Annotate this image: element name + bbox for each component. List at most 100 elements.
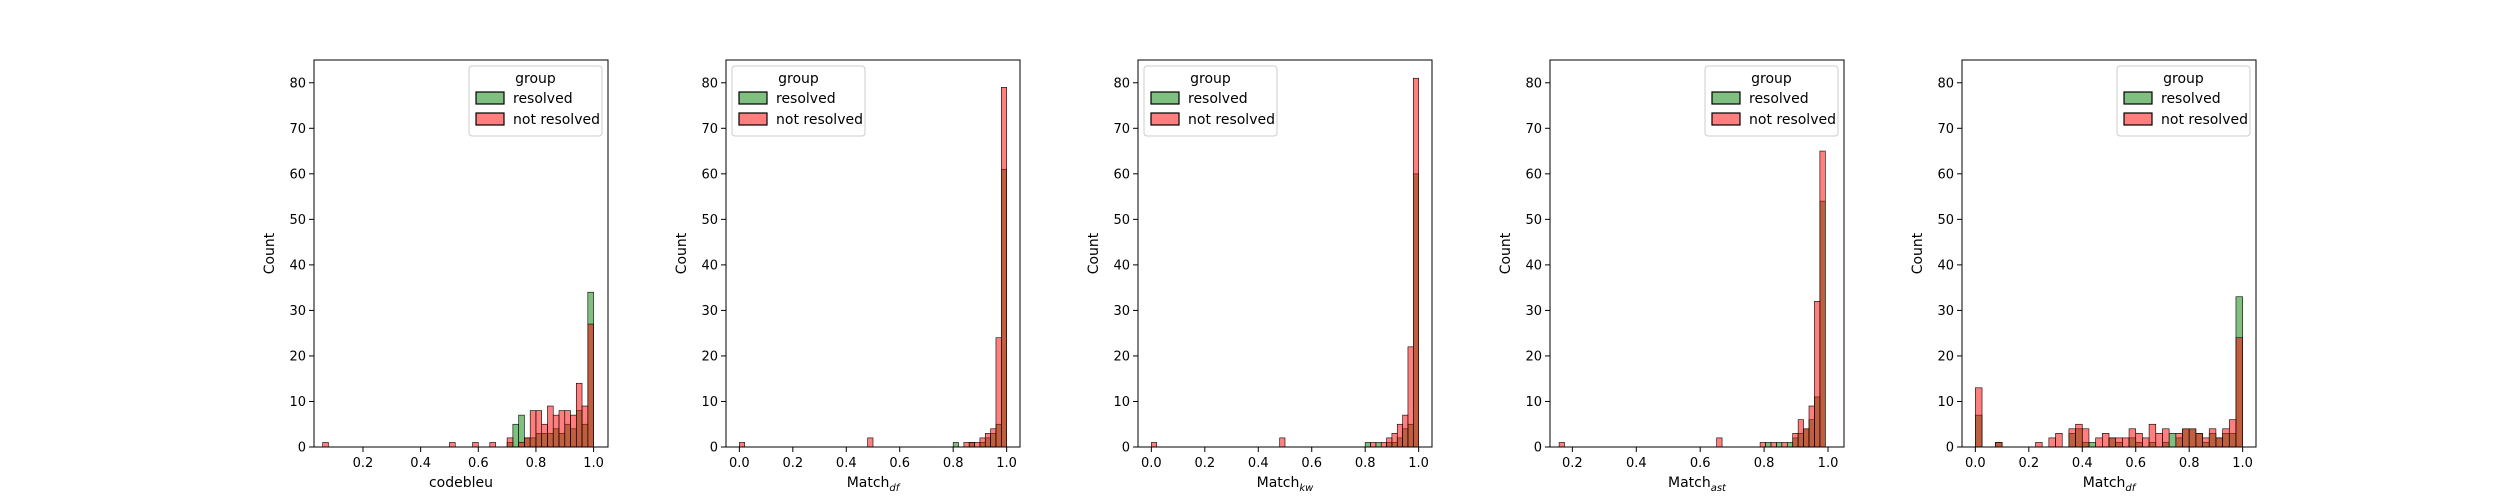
histogram-bar-not-resolved: [1151, 442, 1158, 448]
y-tick-label: 20: [289, 349, 306, 364]
y-tick-label: 70: [289, 122, 306, 137]
y-tick-label: 20: [1937, 349, 1954, 364]
histogram-bar-not-resolved: [552, 414, 560, 448]
y-tick-label: 50: [1525, 213, 1542, 228]
histogram-bar-not-resolved: [506, 437, 514, 448]
y-tick-label: 70: [1525, 122, 1542, 137]
histogram-bar-not-resolved: [995, 337, 1002, 448]
y-tick-label: 40: [1937, 258, 1954, 273]
legend-label-resolved: resolved: [513, 91, 573, 107]
legend-label-not-resolved: not resolved: [1188, 112, 1275, 128]
legend-label-not-resolved: not resolved: [513, 112, 600, 128]
legend-swatch-resolved: [1711, 91, 1741, 105]
histogram-bar-not-resolved: [322, 442, 329, 448]
x-tick-label: 0.4: [410, 456, 431, 471]
histogram-bar-not-resolved: [1391, 433, 1398, 448]
y-tick-label: 60: [1937, 167, 1954, 182]
x-tick-label: 0.4: [1626, 456, 1647, 471]
x-axis-label-subscript: df: [889, 483, 900, 494]
histogram-bar-resolved: [1765, 442, 1772, 448]
x-tick-label: 0.0: [1141, 456, 1162, 471]
histogram-bar-not-resolved: [2155, 433, 2163, 448]
y-tick-label: 10: [1937, 395, 1954, 410]
histogram-bar-not-resolved: [564, 410, 571, 448]
y-tick-label: 50: [289, 213, 306, 228]
histogram-bar-not-resolved: [2075, 423, 2083, 448]
y-tick-label: 10: [289, 395, 306, 410]
histogram-bar-resolved: [512, 423, 519, 448]
y-tick-label: 40: [289, 258, 306, 273]
histogram-bar-not-resolved: [570, 414, 577, 448]
histogram-bar-not-resolved: [2142, 437, 2150, 448]
y-tick-label: 40: [701, 258, 718, 273]
histogram-bar-not-resolved: [990, 428, 997, 448]
histogram-bar-not-resolved: [2162, 428, 2170, 448]
x-axis-label-main: Match: [1257, 475, 1300, 491]
legend-swatch-not-resolved: [1711, 112, 1741, 126]
histogram-bar-not-resolved: [1759, 442, 1766, 448]
x-tick-label: 0.4: [2072, 456, 2093, 471]
histogram-bar-not-resolved: [1279, 437, 1286, 448]
x-tick-label: 0.2: [782, 456, 803, 471]
legend-swatch-not-resolved: [475, 112, 505, 126]
x-axis-label: Matchdf: [2083, 475, 2137, 494]
histogram-bar-not-resolved: [2222, 428, 2230, 448]
histogram-bar-not-resolved: [524, 437, 531, 448]
histogram-bar-not-resolved: [2135, 433, 2143, 448]
x-tick-label: 0.6: [889, 456, 910, 471]
x-axis-label-subscript: ast: [1711, 483, 1727, 494]
x-tick-label: 0.0: [1965, 456, 1986, 471]
legend-swatch-resolved: [475, 91, 505, 105]
y-axis-label: Count: [1086, 232, 1102, 274]
y-tick-label: 80: [289, 76, 306, 91]
x-tick-label: 1.0: [2232, 456, 2253, 471]
x-tick-label: 0.8: [526, 456, 547, 471]
histogram-bar-not-resolved: [2095, 437, 2103, 448]
y-tick-label: 30: [701, 304, 718, 319]
x-tick-label: 0.0: [729, 456, 750, 471]
histogram-bar-not-resolved: [963, 442, 970, 448]
histogram-bar-not-resolved: [1716, 437, 1723, 448]
y-tick-label: 80: [1525, 76, 1542, 91]
histogram-bar-not-resolved: [2055, 433, 2063, 448]
y-tick-label: 50: [701, 213, 718, 228]
y-tick-label: 30: [1937, 304, 1954, 319]
legend-title: group: [778, 71, 819, 87]
y-tick-label: 40: [1525, 258, 1542, 273]
histogram-bar-not-resolved: [449, 442, 456, 448]
histogram-bar-not-resolved: [518, 442, 525, 448]
histogram-bar-not-resolved: [1792, 433, 1799, 448]
histogram-bar-not-resolved: [2202, 437, 2210, 448]
y-tick-label: 10: [701, 395, 718, 410]
chart-panel-2: 0 10 20 30 40 50 60 70 80 0.0 0.2 0.4 0.6 0.8 1.0 Count…: [674, 59, 1021, 494]
x-axis-label-main: codebleu: [429, 475, 493, 491]
y-tick-label: 30: [1113, 304, 1130, 319]
histogram-bar-not-resolved: [1975, 387, 1983, 448]
histogram-bar-not-resolved: [2235, 337, 2243, 448]
histogram-bar-not-resolved: [1995, 442, 2003, 448]
y-tick-label: 20: [1113, 349, 1130, 364]
x-tick-label: 1.0: [583, 456, 604, 471]
histogram-bar-resolved: [952, 442, 959, 448]
histogram-bar-not-resolved: [1396, 423, 1403, 448]
chart-panel-3: 0 10 20 30 40 50 60 70 80 0.0 0.2 0.4 0.6 0.8 1.0 Count…: [1086, 59, 1433, 494]
histogram-bar-not-resolved: [1407, 346, 1414, 448]
x-tick-label: 0.2: [353, 456, 374, 471]
histogram-bar-not-resolved: [2081, 428, 2090, 448]
axes-frame: [725, 59, 1021, 448]
x-tick-label: 0.6: [2125, 456, 2146, 471]
y-tick-label: 60: [701, 167, 718, 182]
histogram-bar-not-resolved: [2035, 442, 2043, 448]
histogram-bar-not-resolved: [2102, 433, 2110, 448]
x-tick-label: 0.4: [836, 456, 857, 471]
histogram-bar-not-resolved: [2182, 428, 2190, 448]
histogram-bar-not-resolved: [1386, 437, 1393, 448]
x-axis-label-main: Match: [1668, 475, 1711, 491]
histogram-bar-not-resolved: [968, 442, 975, 448]
histogram-bar-not-resolved: [2188, 428, 2197, 448]
legend: group resolved not resolved: [2116, 65, 2251, 137]
legend-label-not-resolved: not resolved: [1749, 112, 1836, 128]
y-tick-label: 60: [289, 167, 306, 182]
x-tick-label: 0.8: [1355, 456, 1376, 471]
